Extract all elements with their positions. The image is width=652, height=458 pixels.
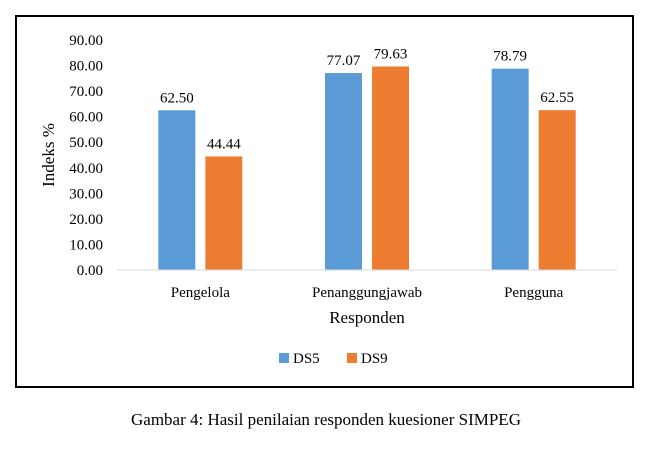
- data-label: 78.79: [493, 49, 527, 65]
- x-tick-label: Pengguna: [504, 285, 564, 301]
- legend-label-ds9: DS9: [361, 351, 388, 367]
- y-tick-label: 70.00: [69, 84, 103, 100]
- legend-swatch-ds9: [347, 353, 357, 363]
- y-tick-label: 10.00: [69, 237, 103, 253]
- bar-ds5-penanggungjawab: [325, 73, 362, 270]
- data-label: 44.44: [207, 136, 241, 152]
- y-axis-title: Indeks %: [39, 123, 58, 187]
- y-tick-label: 40.00: [69, 161, 103, 177]
- y-tick-label: 0.00: [77, 263, 103, 279]
- y-tick-label: 20.00: [69, 212, 103, 228]
- y-tick-label: 50.00: [69, 135, 103, 151]
- x-axis-title: Responden: [329, 308, 405, 327]
- figure-caption: Gambar 4: Hasil penilaian responden kues…: [131, 410, 521, 429]
- y-tick-label: 80.00: [69, 59, 103, 75]
- data-label: 77.07: [327, 53, 361, 69]
- x-tick-label: Penanggungjawab: [312, 285, 422, 301]
- bar-ds9-penanggungjawab: [372, 66, 409, 270]
- y-tick-label: 90.00: [69, 33, 103, 49]
- bar-ds9-pengelola: [205, 156, 243, 270]
- legend-swatch-ds5: [279, 353, 289, 363]
- x-tick-label: Pengelola: [171, 285, 230, 301]
- bar-ds5-pengguna: [491, 68, 529, 270]
- chart-frame: 0.00 10.00 20.00 30.00 40.00 50.00 60.00 70.00 8…: [15, 15, 634, 388]
- bar-chart: 0.00 10.00 20.00 30.00 40.00 50.00 60.00 70.00 8…: [39, 33, 617, 367]
- bar-ds9-pengguna: [538, 110, 576, 271]
- y-tick-label: 30.00: [69, 186, 103, 202]
- bar-ds5-pengelola: [158, 110, 196, 271]
- data-label: 79.63: [374, 47, 408, 63]
- legend-label-ds5: DS5: [293, 351, 320, 367]
- data-label: 62.55: [540, 90, 574, 106]
- y-tick-label: 60.00: [69, 110, 103, 126]
- data-label: 62.50: [160, 90, 194, 106]
